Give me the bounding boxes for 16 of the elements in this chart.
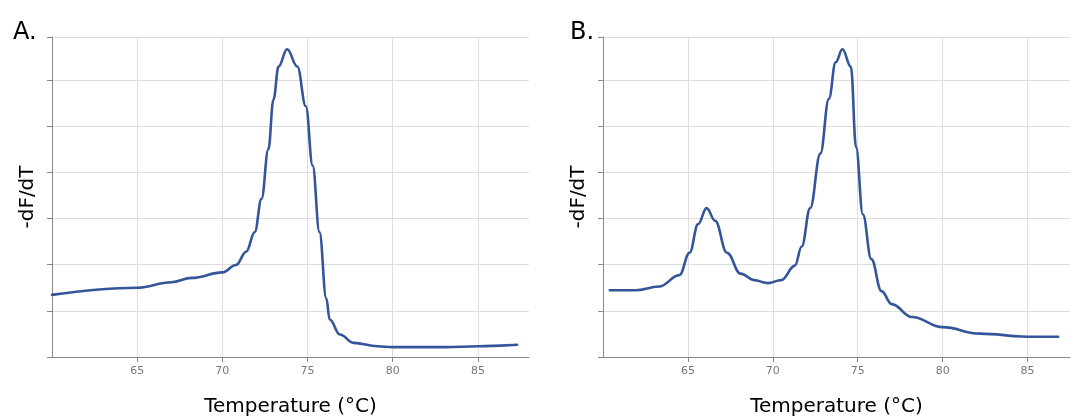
x-tick-label: 80 [935,364,950,377]
x-tick-label: 70 [765,364,780,377]
chart-title: A. [13,17,37,45]
x-tick-label: 85 [1020,364,1035,377]
chart-title: B. [570,17,595,45]
y-axis-title: -dF/dT [565,164,589,229]
x-tick-label: 70 [215,364,230,377]
x-axis-title: Temperature (°C) [203,393,377,417]
x-tick-label: 75 [850,364,865,377]
x-tick-label: 65 [130,364,145,377]
x-tick-label: 80 [385,364,400,377]
x-tick-label: 75 [300,364,315,377]
x-axis-title: Temperature (°C) [749,393,923,417]
x-tick-label: 65 [680,364,695,377]
x-tick-label: 85 [470,364,485,377]
y-axis-title: -dF/dT [14,164,38,229]
